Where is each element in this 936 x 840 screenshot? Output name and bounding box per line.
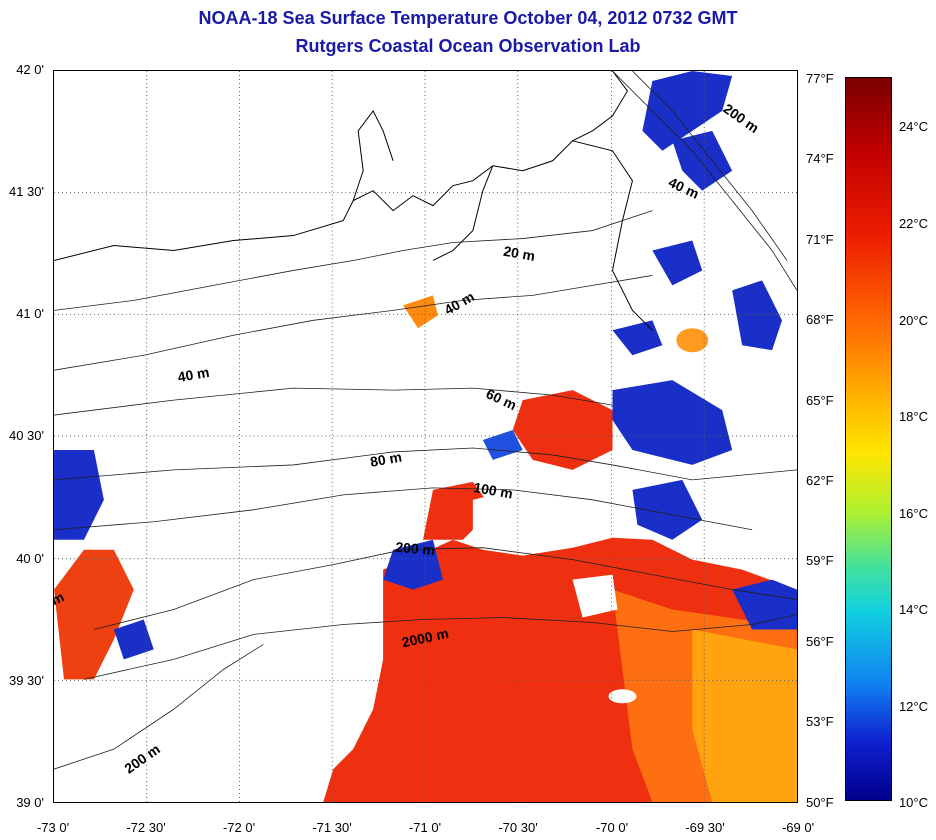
map-subtitle: Rutgers Coastal Ocean Observation Lab	[295, 36, 641, 56]
cloud-mask	[472, 489, 523, 540]
fahrenheit-tick-label: 71°F	[806, 232, 834, 247]
lat-tick-label: 41 30'	[8, 184, 44, 199]
celsius-tick-label: 22°C	[898, 216, 928, 231]
sst-map: 200 m 40 m 20 m 40 m 40 m 60 m 80 m 100 …	[53, 70, 798, 803]
fahrenheit-tick-label: 59°F	[806, 553, 834, 568]
warm-water-region	[54, 295, 797, 802]
celsius-tick-label: 18°C	[898, 409, 928, 424]
contour-label: 40 m	[176, 364, 210, 385]
lon-tick-label: -73 0'	[36, 820, 70, 835]
fahrenheit-tick-label: 62°F	[806, 473, 834, 488]
fahrenheit-tick-label: 77°F	[806, 71, 834, 86]
contour-label: 200 m	[395, 539, 436, 558]
fahrenheit-tick-label: 53°F	[806, 714, 834, 729]
cloud-mask	[608, 689, 637, 704]
contour-label: 20 m	[502, 243, 536, 264]
celsius-tick-label: 16°C	[898, 506, 928, 521]
lat-tick-label: 41 0'	[16, 306, 44, 321]
lat-lon-grid	[54, 71, 797, 802]
lon-tick-label: -70 0'	[595, 820, 629, 835]
lon-tick-label: -71 0'	[408, 820, 442, 835]
fahrenheit-tick-label: 50°F	[806, 795, 834, 810]
lon-tick-label: -71 30'	[312, 820, 352, 835]
celsius-tick-label: 20°C	[898, 313, 928, 328]
fahrenheit-tick-label: 74°F	[806, 151, 834, 166]
lon-tick-label: -70 30'	[498, 820, 538, 835]
bathymetry-contours	[54, 71, 797, 770]
lat-tick-label: 42 0'	[16, 62, 44, 77]
lon-tick-label: -69 30'	[685, 820, 725, 835]
celsius-tick-label: 14°C	[898, 602, 928, 617]
lat-tick-label: 39 0'	[16, 795, 44, 810]
fahrenheit-tick-label: 68°F	[806, 312, 834, 327]
lat-tick-label: 39 30'	[8, 673, 44, 688]
lon-tick-label: -72 0'	[222, 820, 256, 835]
temperature-colorbar	[845, 77, 892, 801]
celsius-tick-label: 10°C	[898, 795, 928, 810]
contour-label: 80 m	[369, 449, 403, 470]
lat-tick-label: 40 30'	[8, 428, 44, 443]
contour-label: 100 m	[472, 479, 514, 502]
lat-tick-label: 40 0'	[16, 551, 44, 566]
celsius-tick-label: 24°C	[898, 119, 928, 134]
map-title: NOAA-18 Sea Surface Temperature October …	[198, 8, 738, 28]
fahrenheit-tick-label: 65°F	[806, 393, 834, 408]
lon-tick-label: -69 0'	[781, 820, 815, 835]
lon-tick-label: -72 30'	[126, 820, 166, 835]
cloud-mask	[572, 574, 618, 618]
celsius-tick-label: 12°C	[898, 699, 928, 714]
fahrenheit-tick-label: 56°F	[806, 634, 834, 649]
